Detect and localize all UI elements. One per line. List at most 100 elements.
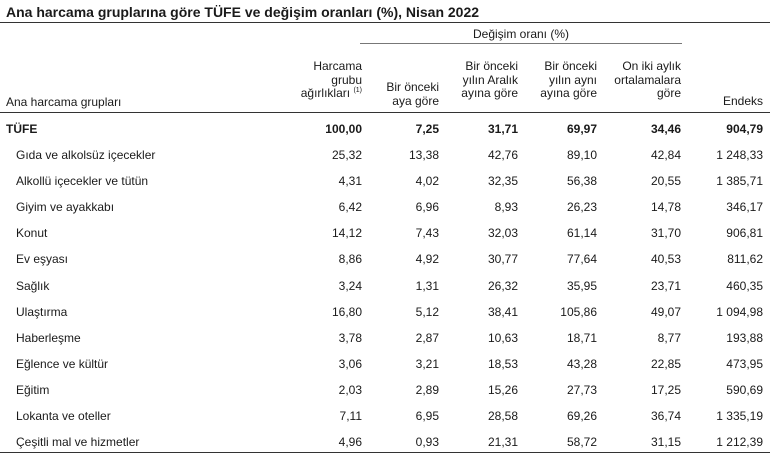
header-divider xyxy=(0,112,770,113)
row-name: Çeşitli mal ve hizmetler xyxy=(16,435,140,450)
column-header-monthly: Bir önceki aya göre xyxy=(386,80,439,108)
cell-12-month-average: 23,71 xyxy=(650,278,681,293)
top-divider xyxy=(0,22,770,23)
row-name: Eğitim xyxy=(16,382,50,397)
cell-annual: 43,28 xyxy=(566,356,597,371)
row-name: Haberleşme xyxy=(16,330,81,345)
cell-12-month-average: 31,15 xyxy=(650,435,681,450)
cell-annual: 18,71 xyxy=(566,330,597,345)
cell-monthly: 2,87 xyxy=(415,330,439,345)
cell-12-month-average: 14,78 xyxy=(650,200,681,215)
column-header-index: Endeks xyxy=(722,94,763,109)
row-name: Eğlence ve kültür xyxy=(16,356,109,371)
cell-12-month-average: 17,25 xyxy=(650,382,681,397)
table-row: Sağlık 3,24 1,31 26,32 35,95 23,71 460,3… xyxy=(0,272,770,298)
cell-annual: 61,14 xyxy=(566,226,597,241)
row-name: Sağlık xyxy=(16,278,50,293)
cell-annual: 69,26 xyxy=(566,409,597,424)
table-body: TÜFE 100,00 7,25 31,71 69,97 34,46 904,7… xyxy=(0,115,770,454)
column-header-line: yılın aynı xyxy=(548,72,597,87)
cell-monthly: 6,96 xyxy=(415,200,439,215)
footnote-marker: (1) xyxy=(353,87,362,94)
cell-annual: 77,64 xyxy=(566,252,597,267)
cell-monthly: 7,25 xyxy=(415,122,439,136)
column-header-line: Endeks xyxy=(722,94,763,108)
cell-december: 32,35 xyxy=(487,174,518,189)
column-header-line: Bir önceki xyxy=(465,59,518,73)
column-header-line: yılın Aralık xyxy=(462,72,518,87)
cell-index: 1 385,71 xyxy=(716,174,763,189)
cell-december: 10,63 xyxy=(487,330,518,345)
cell-12-month-average: 22,85 xyxy=(650,356,681,371)
table-row: Gıda ve alkolsüz içecekler 25,32 13,38 4… xyxy=(0,141,770,167)
row-name: Gıda ve alkolsüz içecekler xyxy=(16,148,156,163)
cell-december: 26,32 xyxy=(487,278,518,293)
column-header-annual: Bir önceki yılın aynı ayına göre xyxy=(540,59,597,101)
cell-monthly: 2,89 xyxy=(415,382,439,397)
cell-monthly: 5,12 xyxy=(415,304,439,319)
column-header-line: Harcama xyxy=(313,59,362,73)
cell-weight: 7,11 xyxy=(339,409,362,424)
cell-12-month-average: 20,55 xyxy=(650,174,681,189)
table-row: Alkollü içecekler ve tütün 4,31 4,02 32,… xyxy=(0,167,770,193)
change-rate-group-header: Değişim oranı (%) xyxy=(472,27,570,41)
cell-december: 15,26 xyxy=(487,382,518,397)
cell-weight: 8,86 xyxy=(338,252,362,267)
cell-index: 460,35 xyxy=(726,278,763,293)
cell-annual: 58,72 xyxy=(566,435,597,450)
cell-december: 18,53 xyxy=(487,356,518,371)
column-header-line: ayına göre xyxy=(540,86,597,100)
cell-12-month-average: 40,53 xyxy=(650,252,681,267)
cell-annual: 27,73 xyxy=(566,382,597,397)
table-row: Lokanta ve oteller 7,11 6,95 28,58 69,26… xyxy=(0,402,770,428)
column-header-line: On iki aylık xyxy=(622,59,681,73)
column-header-line: ortalamalara xyxy=(614,72,681,87)
cell-december: 31,71 xyxy=(487,122,518,136)
column-header-line: Bir önceki xyxy=(544,59,597,73)
cell-index: 346,17 xyxy=(726,200,763,215)
cell-index: 1 335,19 xyxy=(716,409,763,424)
cell-index: 906,81 xyxy=(726,226,763,241)
cell-december: 21,31 xyxy=(487,435,518,450)
cell-annual: 105,86 xyxy=(560,304,597,319)
cell-monthly: 13,38 xyxy=(408,148,439,163)
column-header-12-month-average: On iki aylık ortalamalara göre xyxy=(614,59,681,101)
cell-index: 1 094,98 xyxy=(716,304,763,319)
cell-12-month-average: 31,70 xyxy=(650,226,681,241)
table-row: Eğitim 2,03 2,89 15,26 27,73 17,25 590,6… xyxy=(0,376,770,402)
cell-12-month-average: 8,77 xyxy=(657,330,681,345)
cell-december: 32,03 xyxy=(487,226,518,241)
cell-weight: 16,80 xyxy=(331,304,362,319)
cell-annual: 89,10 xyxy=(566,148,597,163)
row-name: Konut xyxy=(16,226,48,241)
table-row: Çeşitli mal ve hizmetler 4,96 0,93 21,31… xyxy=(0,428,770,454)
cell-weight: 14,12 xyxy=(331,226,362,241)
cell-december: 42,76 xyxy=(487,148,518,163)
cell-index: 193,88 xyxy=(726,330,763,345)
column-header-weights: Harcama grubu ağırlıkları (1) xyxy=(301,59,362,101)
table-row: Ev eşyası 8,86 4,92 30,77 77,64 40,53 81… xyxy=(0,245,770,271)
cell-12-month-average: 34,46 xyxy=(650,122,681,136)
cell-weight: 3,06 xyxy=(338,356,362,371)
cell-weight: 3,78 xyxy=(338,330,362,345)
cell-monthly: 3,21 xyxy=(415,356,439,371)
table-row: Giyim ve ayakkabı 6,42 6,96 8,93 26,23 1… xyxy=(0,193,770,219)
column-header-line: aya göre xyxy=(392,93,439,108)
table-row: Eğlence ve kültür 3,06 3,21 18,53 43,28 … xyxy=(0,350,770,376)
row-name: Giyim ve ayakkabı xyxy=(16,200,115,215)
cell-weight: 2,03 xyxy=(338,382,362,397)
column-header-line: ayına göre xyxy=(461,86,518,100)
cell-weight: 25,32 xyxy=(331,148,362,163)
cell-index: 904,79 xyxy=(726,122,763,136)
column-header-line: göre xyxy=(656,86,681,100)
table-title: Ana harcama gruplarına göre TÜFE ve deği… xyxy=(6,4,480,20)
cell-index: 1 212,39 xyxy=(716,435,763,450)
cell-12-month-average: 42,84 xyxy=(650,148,681,163)
cell-monthly: 1,31 xyxy=(415,278,439,293)
row-name: Alkollü içecekler ve tütün xyxy=(16,174,149,189)
row-name: Lokanta ve oteller xyxy=(16,409,111,424)
cell-annual: 69,97 xyxy=(566,122,597,136)
cell-december: 38,41 xyxy=(487,304,518,319)
cell-12-month-average: 49,07 xyxy=(650,304,681,319)
cell-index: 1 248,33 xyxy=(716,148,763,163)
